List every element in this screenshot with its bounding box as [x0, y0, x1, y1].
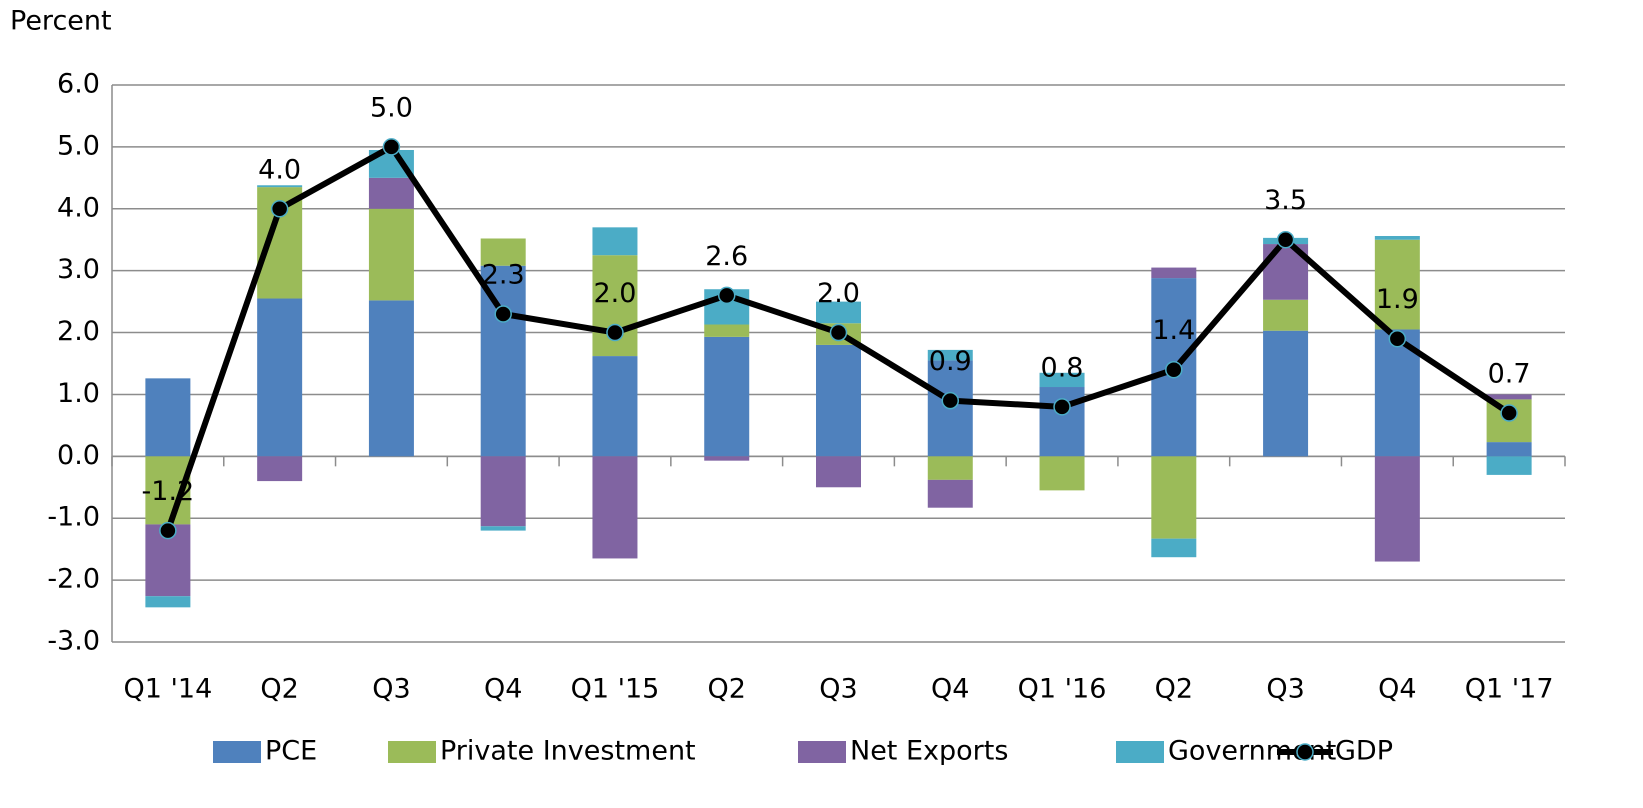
data-label: 0.8 [1041, 352, 1084, 383]
bar-segment [704, 324, 750, 337]
gdp-marker [1500, 404, 1518, 422]
x-tick-label: Q2 [1155, 674, 1193, 705]
x-tick-label: Q1 '15 [571, 674, 660, 705]
bar-segment [257, 456, 303, 482]
gdp-marker [382, 138, 401, 156]
gdp-marker [270, 200, 289, 218]
data-label: 2.6 [705, 241, 748, 272]
bar-segment [480, 238, 526, 266]
bar-segment [927, 479, 973, 508]
gdp-marker [717, 286, 736, 305]
data-label: 0.9 [929, 346, 972, 377]
legend-label: Net Exports [850, 736, 1008, 767]
bar-segment [480, 265, 526, 457]
legend-marker [1296, 743, 1314, 761]
gdp-marker [1165, 360, 1183, 379]
y-tick-label: 4.0 [57, 192, 100, 223]
data-label: 2.0 [593, 278, 636, 309]
legend-swatch [798, 741, 846, 763]
data-label: 0.7 [1488, 359, 1531, 390]
bar-segment [145, 596, 191, 608]
legend-label: Private Investment [440, 736, 696, 767]
legend-swatch [388, 741, 436, 763]
bar-segment [1151, 456, 1197, 539]
y-tick-label: 2.0 [57, 316, 100, 347]
x-tick-label: Q3 [1266, 674, 1304, 705]
bar-segment [1486, 394, 1532, 400]
data-label: 2.3 [482, 259, 525, 290]
gdp-marker [494, 305, 512, 323]
legend-label: PCE [265, 736, 317, 767]
legend-swatch [1116, 741, 1164, 763]
bar-segment [480, 526, 526, 531]
bar-segment [368, 177, 414, 209]
bar-segment [704, 336, 750, 457]
data-label: 5.0 [370, 92, 413, 123]
bar-segment [816, 344, 861, 457]
x-tick-label: Q1 '17 [1465, 674, 1554, 705]
y-tick-label: -3.0 [47, 626, 100, 657]
bar-segment [145, 378, 191, 457]
bar-segment [704, 456, 750, 461]
bar-segment [257, 185, 303, 188]
x-tick-label: Q2 [260, 674, 298, 705]
bar-segment [816, 456, 861, 488]
y-tick-label: 3.0 [57, 254, 100, 285]
bar-segment [1151, 538, 1197, 558]
x-tick-label: Q4 [1378, 674, 1416, 705]
data-label: 4.0 [258, 154, 301, 185]
bar-segment [592, 456, 638, 559]
x-tick-label: Q2 [708, 674, 746, 705]
bar-segment [1374, 456, 1420, 562]
bar-segment [1039, 372, 1085, 388]
data-label: -1.2 [142, 476, 195, 507]
gdp-marker [159, 521, 177, 540]
bar-segment [1039, 456, 1085, 491]
gdp-marker [606, 323, 624, 342]
bar-segment [1486, 442, 1532, 457]
gdp-marker [1388, 329, 1407, 348]
x-tick-label: Q3 [372, 674, 410, 705]
data-label: 1.4 [1152, 315, 1195, 346]
bar-segment [927, 349, 973, 361]
bar-segment [592, 356, 638, 457]
data-label: 3.5 [1264, 185, 1307, 216]
bar-segment [1374, 236, 1420, 240]
bar-segment [816, 301, 861, 324]
bar-segment [368, 300, 414, 457]
bar-segment [592, 227, 638, 256]
y-tick-label: 0.0 [57, 440, 100, 471]
y-tick-label: 1.0 [57, 378, 100, 409]
data-label: 1.9 [1376, 284, 1419, 315]
y-tick-label: -2.0 [47, 564, 100, 595]
bar-segment [1263, 330, 1309, 457]
x-tick-label: Q1 '14 [123, 674, 212, 705]
bar-segment [368, 208, 414, 301]
bar-segment [1039, 387, 1085, 457]
legend-swatch [213, 741, 261, 763]
gdp-marker [1276, 230, 1295, 249]
gdp-marker [829, 323, 848, 342]
bar-segment [1263, 299, 1309, 331]
bar-segment [927, 456, 973, 480]
gdp-marker [941, 391, 960, 410]
bar-segment [480, 456, 526, 527]
x-tick-label: Q4 [931, 674, 969, 705]
y-axis-label: Percent [10, 6, 112, 37]
y-tick-label: 5.0 [57, 130, 100, 161]
bar-segment [1151, 267, 1197, 279]
data-label: 2.0 [817, 278, 860, 309]
legend-label: GDP [1335, 736, 1393, 767]
x-tick-label: Q3 [819, 674, 857, 705]
bar-segment [1486, 456, 1532, 475]
bar-segment [1374, 239, 1420, 330]
bar-segment [257, 298, 303, 457]
gdp-marker [1053, 398, 1071, 416]
x-tick-label: Q1 '16 [1018, 674, 1107, 705]
x-tick-label: Q4 [484, 674, 522, 705]
y-tick-label: 6.0 [57, 69, 100, 100]
y-tick-label: -1.0 [47, 502, 100, 533]
